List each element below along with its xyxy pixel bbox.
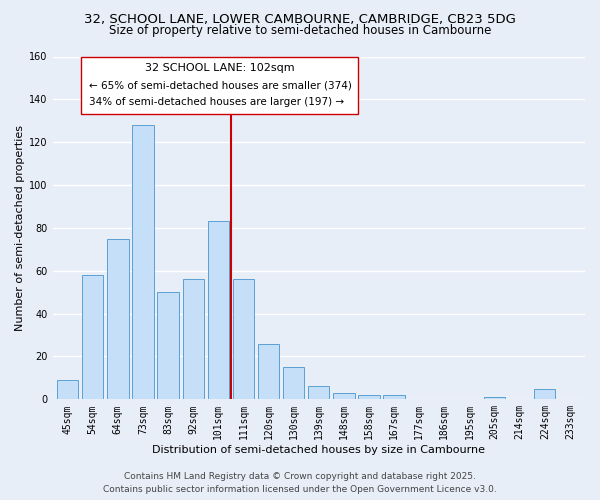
Text: 32 SCHOOL LANE: 102sqm: 32 SCHOOL LANE: 102sqm (145, 63, 295, 73)
Bar (484, 397, 505, 400)
Text: Contains HM Land Registry data © Crown copyright and database right 2025.
Contai: Contains HM Land Registry data © Crown c… (103, 472, 497, 494)
Text: Size of property relative to semi-detached houses in Cambourne: Size of property relative to semi-detach… (109, 24, 491, 37)
Bar (57, 380, 78, 400)
Bar (82, 275, 103, 400)
Text: 34% of semi-detached houses are larger (197) →: 34% of semi-detached houses are larger (… (89, 97, 344, 107)
Bar (333, 393, 355, 400)
Bar (233, 280, 254, 400)
Bar (132, 125, 154, 400)
Bar (308, 386, 329, 400)
Bar (283, 367, 304, 400)
Bar (383, 395, 405, 400)
Bar (358, 395, 380, 400)
Bar (157, 292, 179, 400)
Y-axis label: Number of semi-detached properties: Number of semi-detached properties (15, 125, 25, 331)
Bar (258, 344, 279, 400)
FancyBboxPatch shape (82, 56, 358, 114)
Text: 32, SCHOOL LANE, LOWER CAMBOURNE, CAMBRIDGE, CB23 5DG: 32, SCHOOL LANE, LOWER CAMBOURNE, CAMBRI… (84, 12, 516, 26)
Bar (534, 388, 556, 400)
Bar (208, 222, 229, 400)
Bar (182, 280, 204, 400)
Text: ← 65% of semi-detached houses are smaller (374): ← 65% of semi-detached houses are smalle… (89, 80, 352, 90)
Bar (107, 238, 128, 400)
X-axis label: Distribution of semi-detached houses by size in Cambourne: Distribution of semi-detached houses by … (152, 445, 485, 455)
